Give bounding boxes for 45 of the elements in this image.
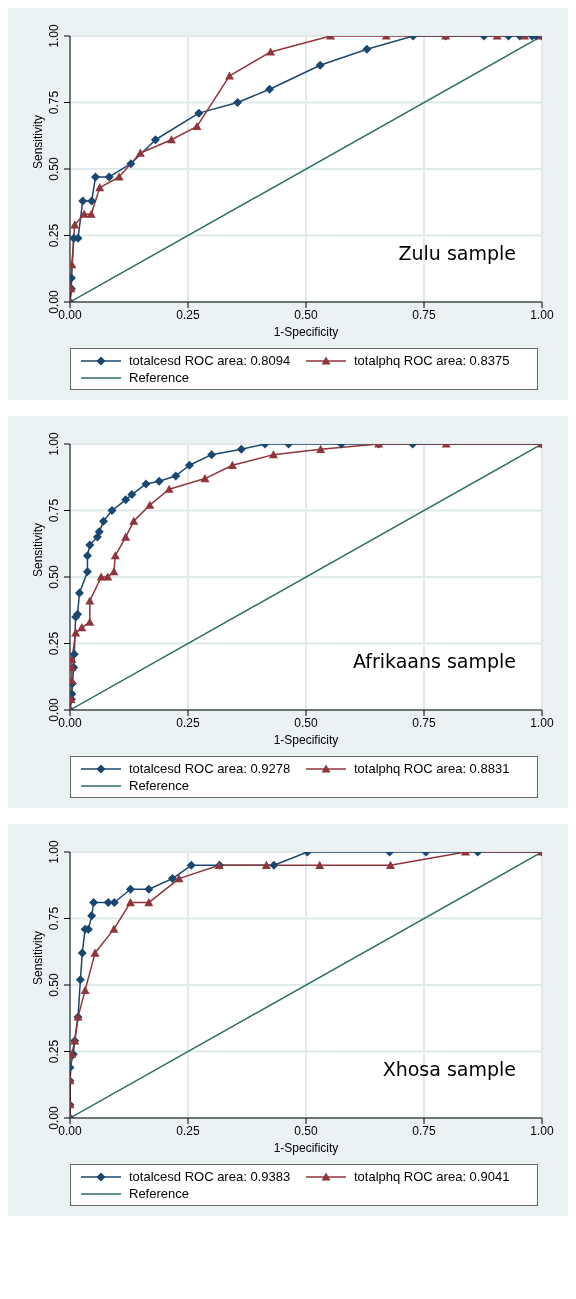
y-tick-label: 0.50 xyxy=(47,565,61,589)
x-axis-title: 1-Specificity xyxy=(273,325,339,339)
y-axis-title: Sensitivity xyxy=(31,114,46,169)
y-tick-label: 0.75 xyxy=(47,906,61,931)
x-tick-label: 0.00 xyxy=(58,307,82,322)
legend-label: Reference xyxy=(129,1186,189,1201)
y-axis-title: Sensitivity xyxy=(31,522,46,577)
legend-label: totalcesd ROC area: 0.8094 xyxy=(129,353,291,368)
legend-label: totalcesd ROC area: 0.9383 xyxy=(129,1169,291,1184)
annotation: Zulu sample xyxy=(398,242,516,264)
legend-label: totalcesd ROC area: 0.9278 xyxy=(129,761,291,776)
annotation: Afrikaans sample xyxy=(352,650,516,672)
x-tick-label: 0.25 xyxy=(176,715,200,730)
x-tick-label: 0.75 xyxy=(412,1123,436,1138)
x-tick-label: 0.25 xyxy=(176,1123,200,1138)
y-tick-label: 1.00 xyxy=(47,432,61,456)
x-tick-label: 0.00 xyxy=(58,715,82,730)
x-tick-label: 0.50 xyxy=(294,715,318,730)
y-tick-label: 0.25 xyxy=(47,631,61,656)
x-axis-title: 1-Specificity xyxy=(273,1141,339,1155)
x-tick-label: 1.00 xyxy=(530,1123,554,1138)
y-tick-label: 0.25 xyxy=(47,223,61,248)
x-tick-label: 0.50 xyxy=(294,307,318,322)
annotation: Xhosa sample xyxy=(382,1058,516,1080)
x-tick-label: 0.25 xyxy=(176,307,200,322)
y-tick-label: 1.00 xyxy=(47,24,61,48)
x-axis-title: 1-Specificity xyxy=(273,733,339,747)
x-tick-label: 1.00 xyxy=(530,715,554,730)
x-tick-label: 0.75 xyxy=(412,715,436,730)
y-tick-label: 1.00 xyxy=(47,840,61,864)
legend-label: Reference xyxy=(129,370,189,385)
x-tick-label: 0.75 xyxy=(412,307,436,322)
y-tick-label: 0.50 xyxy=(47,157,61,181)
x-tick-label: 1.00 xyxy=(530,307,554,322)
y-tick-label: 0.75 xyxy=(47,90,61,115)
legend-label: totalphq ROC area: 0.8375 xyxy=(354,353,510,368)
x-tick-label: 0.00 xyxy=(58,1123,82,1138)
y-tick-label: 0.75 xyxy=(47,498,61,523)
y-axis-title: Sensitivity xyxy=(31,930,46,985)
y-tick-label: 0.50 xyxy=(47,973,61,997)
x-tick-label: 0.50 xyxy=(294,1123,318,1138)
y-tick-label: 0.25 xyxy=(47,1039,61,1064)
legend-label: totalphq ROC area: 0.9041 xyxy=(354,1169,510,1184)
legend-label: totalphq ROC area: 0.8831 xyxy=(354,761,510,776)
legend-label: Reference xyxy=(129,778,189,793)
